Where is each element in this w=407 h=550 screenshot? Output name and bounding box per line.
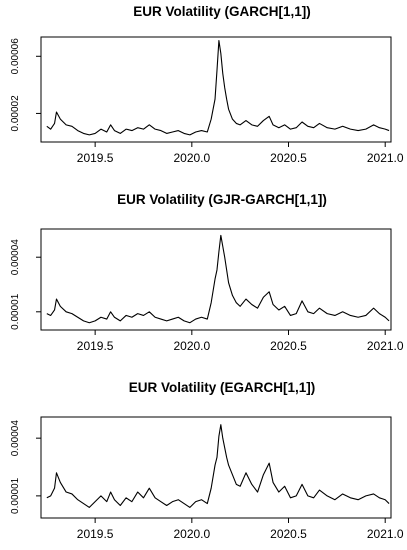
x-tick-label: 2020.0: [173, 151, 210, 165]
x-tick-label: 2019.5: [77, 339, 114, 353]
x-tick-label: 2020.5: [270, 339, 307, 353]
panel-egarch: EUR Volatility (EGARCH[1,1]) 2019.5 2020.0…: [10, 380, 404, 541]
panel-garch: EUR Volatility (GARCH[1,1]) 2019.5 2020.0 2…: [10, 4, 404, 165]
x-tick-label: 2021.0: [367, 151, 404, 165]
chart-title: EUR Volatility (GARCH[1,1]): [133, 4, 311, 19]
series-line: [46, 234, 390, 324]
chart-title: EUR Volatility (GJR-GARCH[1,1]): [117, 192, 327, 207]
x-tick-label: 2021.0: [367, 339, 404, 353]
y-tick-label: 0.00002: [10, 95, 21, 132]
y-tick-label: 0.00006: [10, 38, 21, 75]
chart-title: EUR Volatility (EGARCH[1,1]): [129, 380, 316, 395]
plot-frame: [40, 36, 392, 143]
y-tick-label: 0.00001: [10, 477, 21, 514]
x-tick-label: 2020.5: [270, 151, 307, 165]
y-tick-label: 0.00004: [10, 239, 21, 276]
x-tick-label: 2021.0: [367, 527, 404, 541]
x-tick-label: 2019.5: [77, 151, 114, 165]
x-tick-label: 2020.0: [173, 339, 210, 353]
plot-frame: [40, 228, 392, 331]
panel-gjr-garch: EUR Volatility (GJR-GARCH[1,1]) 2019.5 202…: [10, 192, 404, 353]
y-tick-label: 0.00001: [10, 293, 21, 330]
series-line: [46, 40, 390, 136]
y-tick-label: 0.00004: [10, 420, 21, 457]
x-tick-label: 2020.0: [173, 527, 210, 541]
plot-frame: [40, 416, 392, 519]
series-line: [46, 424, 390, 508]
x-tick-label: 2019.5: [77, 527, 114, 541]
x-tick-label: 2020.5: [270, 527, 307, 541]
